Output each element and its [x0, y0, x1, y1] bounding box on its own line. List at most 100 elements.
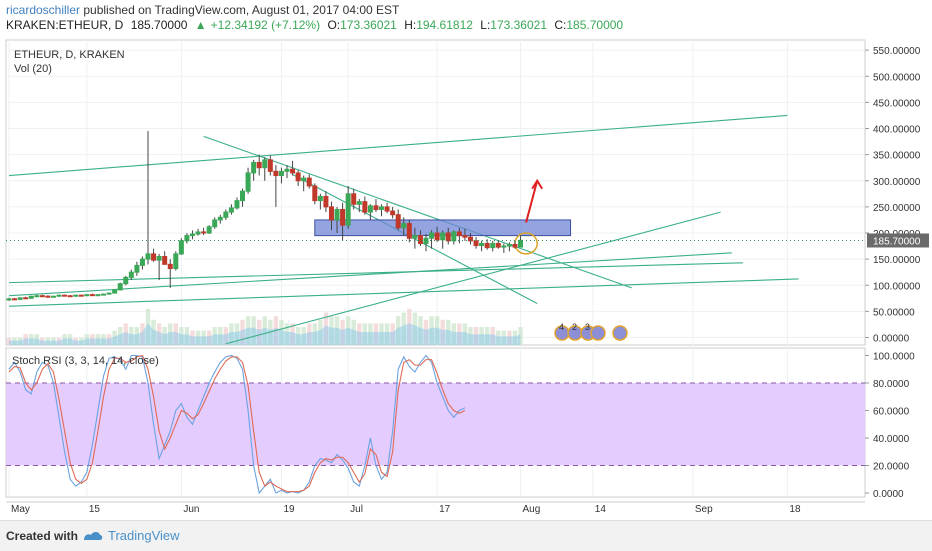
- candle-body: [234, 200, 240, 209]
- candle-body: [440, 232, 446, 241]
- volume-bar: [56, 337, 62, 345]
- volume-bar: [123, 323, 128, 345]
- candle-body: [106, 292, 112, 295]
- price-tick-label: 0.00000: [873, 334, 910, 345]
- volume-bar: [101, 334, 106, 345]
- tradingview-logo-icon[interactable]: [82, 529, 104, 548]
- candle-body: [362, 201, 368, 213]
- volume-bar: [418, 316, 423, 345]
- candle-body: [328, 206, 334, 221]
- price-tick-label: 450.00000: [873, 98, 921, 109]
- volume-bar: [290, 323, 295, 345]
- candle-body: [245, 172, 251, 192]
- volume-bar: [129, 327, 134, 345]
- candle-body: [117, 283, 123, 291]
- volume-bar: [412, 312, 418, 345]
- volume-bar: [212, 327, 217, 345]
- volume-bar: [6, 337, 12, 345]
- footer-bar: Created with TradingView: [0, 520, 932, 551]
- chart-canvas[interactable]: May 15 Jun 19 Jul 17 Aug 14 Sep 18 0.00000 50.00000…: [0, 0, 932, 520]
- candle-body: [101, 293, 107, 296]
- candle-body: [39, 295, 45, 298]
- rsi-tick-label: 0.0000: [873, 489, 904, 500]
- candle-body: [273, 170, 279, 177]
- price-tick-label: 400.00000: [873, 125, 921, 136]
- candle-body: [123, 276, 129, 285]
- candle-body: [395, 214, 401, 229]
- x-tick-label: 18: [789, 504, 801, 515]
- volume-bar: [401, 312, 406, 345]
- candle-body: [134, 264, 140, 273]
- rsi-pane-title: Stoch RSI (3, 3, 14, 14, close): [12, 355, 159, 367]
- price-tick-label: 300.00000: [873, 177, 921, 188]
- price-pane-title: ETHEUR, D, KRAKEN: [14, 49, 125, 61]
- volume-bar: [223, 327, 229, 345]
- volume-bar: [407, 309, 412, 345]
- price-tick-label: 250.00000: [873, 203, 921, 214]
- target-arrow: [525, 180, 539, 223]
- candle-body: [67, 295, 73, 298]
- candle-body: [223, 211, 229, 218]
- candle-body: [429, 232, 435, 239]
- candle-body: [345, 193, 351, 226]
- price-tick-label: 550.00000: [873, 46, 921, 57]
- volume-bar: [484, 327, 490, 345]
- trendline: [8, 252, 732, 297]
- volume-bar: [334, 316, 340, 345]
- candle-body: [151, 253, 157, 261]
- candle-body: [323, 195, 329, 208]
- volume-bar: [184, 327, 190, 345]
- event-marker-label: 2: [572, 322, 577, 332]
- volume-bar: [95, 334, 101, 345]
- candle-body: [312, 185, 318, 202]
- volume-bar: [67, 334, 73, 345]
- volume-bar: [106, 334, 112, 345]
- candle-body: [340, 208, 346, 226]
- rsi-tick-label: 20.0000: [873, 462, 910, 473]
- current-price-tag: [867, 233, 929, 248]
- event-marker-icon: [590, 325, 606, 341]
- candle-body: [484, 242, 490, 249]
- volume-bar: [156, 323, 162, 345]
- volume-bar: [340, 319, 345, 345]
- high-label: H:: [404, 18, 417, 32]
- author-link[interactable]: ricardoschiller: [6, 3, 81, 17]
- tradingview-brand[interactable]: TradingView: [108, 528, 180, 543]
- rsi-series-line: [8, 354, 466, 493]
- last-price: 185.70000: [130, 18, 188, 32]
- volume-bar: [201, 330, 206, 345]
- volume-bar: [451, 323, 456, 345]
- candle-body: [167, 263, 173, 270]
- candle-body: [278, 170, 284, 177]
- candle-body: [73, 294, 79, 297]
- candle-body: [45, 295, 51, 298]
- x-tick-label: Jun: [183, 504, 199, 515]
- volume-bar: [501, 330, 507, 345]
- candle-body: [56, 294, 62, 297]
- price-tick-label: 150.00000: [873, 255, 921, 266]
- price-tick-label: 50.00000: [873, 307, 915, 318]
- candle-body: [156, 256, 162, 261]
- volume-ma-area: [9, 323, 521, 345]
- candle-body: [139, 258, 145, 266]
- candle-body: [6, 298, 12, 301]
- x-tick-label: 15: [89, 504, 101, 515]
- candle-body: [240, 190, 246, 202]
- volume-bar: [112, 330, 117, 345]
- candle-body: [173, 253, 179, 270]
- candle-body: [473, 240, 479, 247]
- event-marker-icon: [612, 325, 628, 341]
- candle-body: [217, 216, 223, 221]
- candle-body: [201, 231, 207, 234]
- volume-bar: [368, 323, 373, 345]
- volume-bar: [446, 319, 451, 345]
- volume-bar: [496, 330, 501, 345]
- candle-body: [62, 294, 68, 297]
- candle-body: [212, 219, 218, 228]
- volume-bar: [179, 327, 184, 345]
- volume-bar: [240, 319, 245, 345]
- volume-bar: [168, 323, 173, 345]
- volume-bar: [140, 323, 145, 345]
- candle-body: [334, 208, 340, 221]
- volume-bar: [518, 327, 523, 345]
